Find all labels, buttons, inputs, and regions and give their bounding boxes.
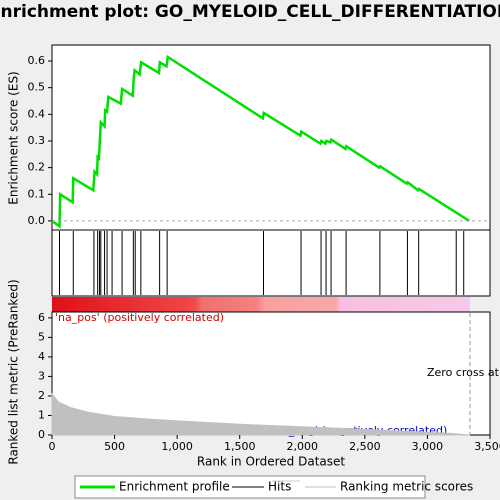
y-tick-label: 4 [38,350,45,363]
y-tick-label: 0.6 [28,54,46,67]
y-tick-label: 0.0 [28,214,46,227]
y-tick-label: 2 [38,389,45,402]
y-tick-label: 6 [38,311,45,324]
y-tick-label: 1 [38,408,45,421]
x-tick-label: 2,000 [287,440,319,453]
metric-panel [51,311,491,436]
y-tick-label: 0 [38,428,45,441]
x-tick-label: 2,500 [349,440,381,453]
metric-area [51,392,471,436]
color-bar [52,297,470,312]
y-tick-label: 0.2 [28,161,46,174]
x-tick-label: 0 [49,440,56,453]
x-tick-label: 3,500 [474,440,500,453]
enrichment-line [51,54,471,229]
y-tick-label: 3 [38,369,45,382]
pos-label: 'na_pos' (positively correlated) [55,311,224,324]
x-tick-label: 3,000 [412,440,444,453]
es-panel [51,44,491,231]
legend-label: Enrichment profile [119,480,230,494]
legend-label: Hits [268,480,291,494]
y-axis-label: Enrichment score (ES) [7,71,21,204]
y-tick-label: 0.5 [28,81,46,94]
y-axis-label: Ranked list metric (PreRanked) [7,279,21,464]
x-tick-label: 1,500 [224,440,256,453]
x-axis-label: Rank in Ordered Dataset [197,455,345,469]
hits-panel [51,229,491,297]
chart-title: Enrichment plot: GO_MYELOID_CELL_DIFFERE… [0,2,500,22]
y-tick-label: 5 [38,330,45,343]
zero-cross-label: Zero cross at 3340 [427,366,500,379]
legend-label: Ranking metric scores [340,480,473,494]
y-tick-label: 0.4 [28,107,46,120]
y-tick-label: 0.3 [28,134,46,147]
y-tick-label: 0.1 [28,187,46,200]
x-tick-label: 500 [104,440,125,453]
x-tick-label: 1,000 [161,440,193,453]
